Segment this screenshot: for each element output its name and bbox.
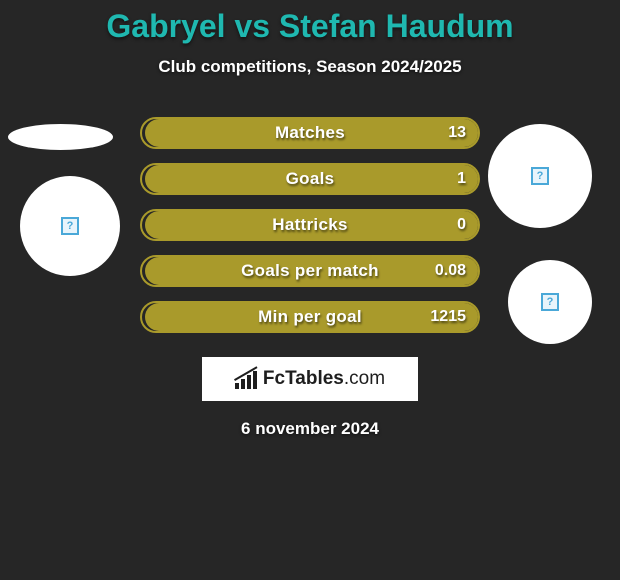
bar-label: Min per goal [140,301,480,333]
stat-row: Goals per match0.08 [140,255,480,287]
date-text: 6 november 2024 [0,419,620,439]
bar-label: Hattricks [140,209,480,241]
bar-value: 0 [457,209,466,241]
circle-top-right [488,124,592,228]
stat-row: Hattricks0 [140,209,480,241]
footer-logo-suffix: .com [344,368,385,389]
stat-row: Goals1 [140,163,480,195]
placeholder-icon [531,167,549,185]
placeholder-icon [61,217,79,235]
subtitle: Club competitions, Season 2024/2025 [0,57,620,77]
bar-value: 0.08 [435,255,466,287]
footer-logo: FcTables.com [202,357,418,401]
circle-left [20,176,120,276]
bar-value: 1 [457,163,466,195]
bar-value: 1215 [430,301,466,333]
bar-label: Goals per match [140,255,480,287]
placeholder-icon [541,293,559,311]
footer-logo-text: FcTables.com [263,368,385,390]
bar-label: Goals [140,163,480,195]
page-title: Gabryel vs Stefan Haudum [0,0,620,45]
footer-logo-main: FcTables [263,368,344,389]
bar-value: 13 [448,117,466,149]
ellipse-top-left [8,124,113,150]
circle-bottom-right [508,260,592,344]
bar-label: Matches [140,117,480,149]
content-root: Gabryel vs Stefan Haudum Club competitio… [0,0,620,580]
stats-bars: Matches13 Goals1 Hattricks0 Goals per match… [140,117,480,333]
stat-row: Matches13 [140,117,480,149]
chart-icon [235,369,257,389]
stat-row: Min per goal1215 [140,301,480,333]
